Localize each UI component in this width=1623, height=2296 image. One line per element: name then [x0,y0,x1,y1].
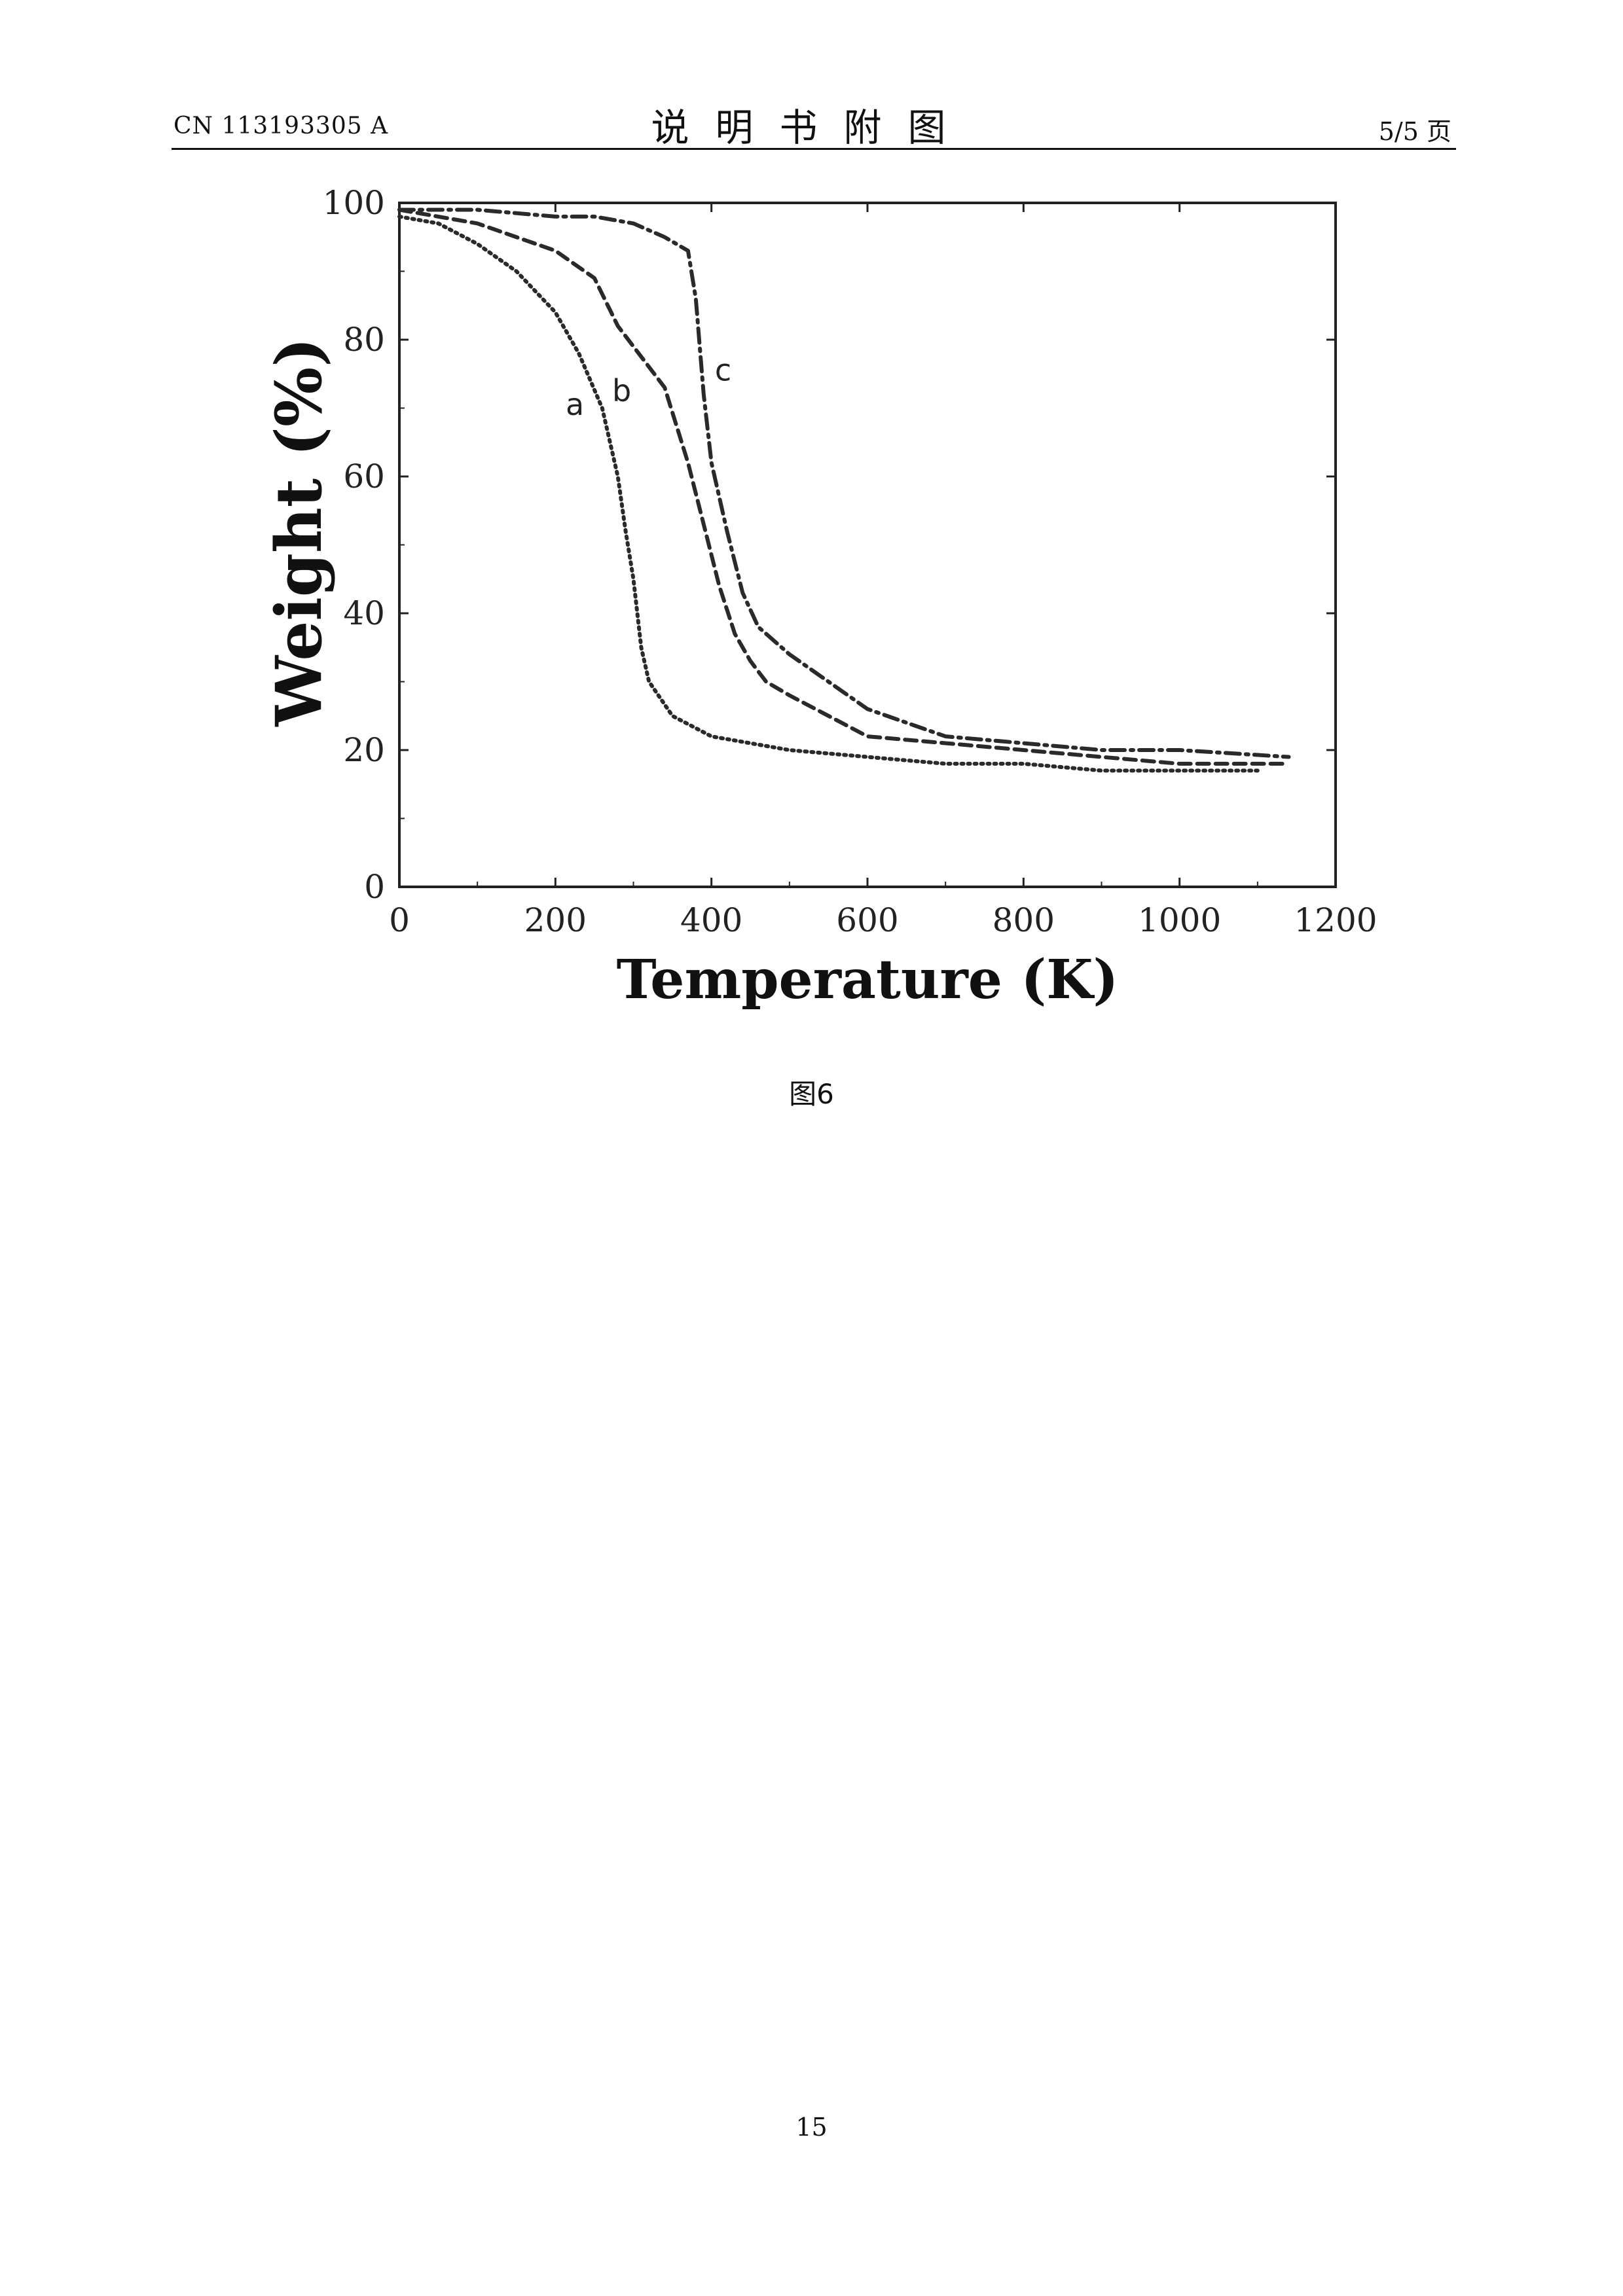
series-line-a [397,214,1260,773]
y-tick-label: 100 [323,184,385,222]
page-number: 15 [795,2113,828,2142]
page-of: 5/5 页 [1378,117,1451,146]
header-rule [172,148,1456,150]
x-tick-label: 600 [836,901,898,939]
x-tick-label: 1200 [1294,901,1377,939]
y-tick-label: 80 [343,321,385,359]
x-tick-label: 1000 [1138,901,1221,939]
y-axis-title: Weight (%) [262,337,336,726]
series-label-a: a [566,387,584,422]
series-line-c [397,207,1291,759]
y-tick-label: 0 [364,868,385,906]
tga-chart: 0 200 400 600 800 1000 1200 0 20 40 60 80 100 Tempera… [262,184,1377,1011]
y-tick-label: 20 [343,731,385,769]
x-axis-title: Temperature (K) [617,948,1119,1011]
series-label-c: c [715,353,731,388]
figure-caption: 图6 [789,1078,834,1110]
section-title: 说明书附图 [651,105,972,150]
patent-number: CN 113193305 A [173,113,389,139]
series-line-b [397,207,1291,766]
x-tick-label: 200 [524,901,587,939]
plot-frame [398,202,1337,888]
y-tick-label: 60 [343,457,385,495]
x-tick-label: 0 [389,901,410,939]
series-label-b: b [612,373,631,408]
x-tick-label: 400 [680,901,742,939]
x-tick-label: 800 [993,901,1055,939]
y-tick-label: 40 [343,594,385,632]
